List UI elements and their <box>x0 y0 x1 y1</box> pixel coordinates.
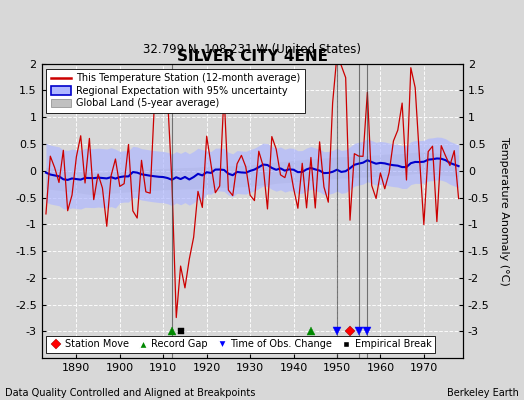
Legend: Station Move, Record Gap, Time of Obs. Change, Empirical Break: Station Move, Record Gap, Time of Obs. C… <box>47 336 435 353</box>
Text: Data Quality Controlled and Aligned at Breakpoints: Data Quality Controlled and Aligned at B… <box>5 388 256 398</box>
Text: Berkeley Earth: Berkeley Earth <box>447 388 519 398</box>
Y-axis label: Temperature Anomaly (°C): Temperature Anomaly (°C) <box>499 136 509 285</box>
Text: 32.799 N, 108.231 W (United States): 32.799 N, 108.231 W (United States) <box>143 43 361 56</box>
Title: SILVER CITY 4ENE: SILVER CITY 4ENE <box>177 49 328 64</box>
